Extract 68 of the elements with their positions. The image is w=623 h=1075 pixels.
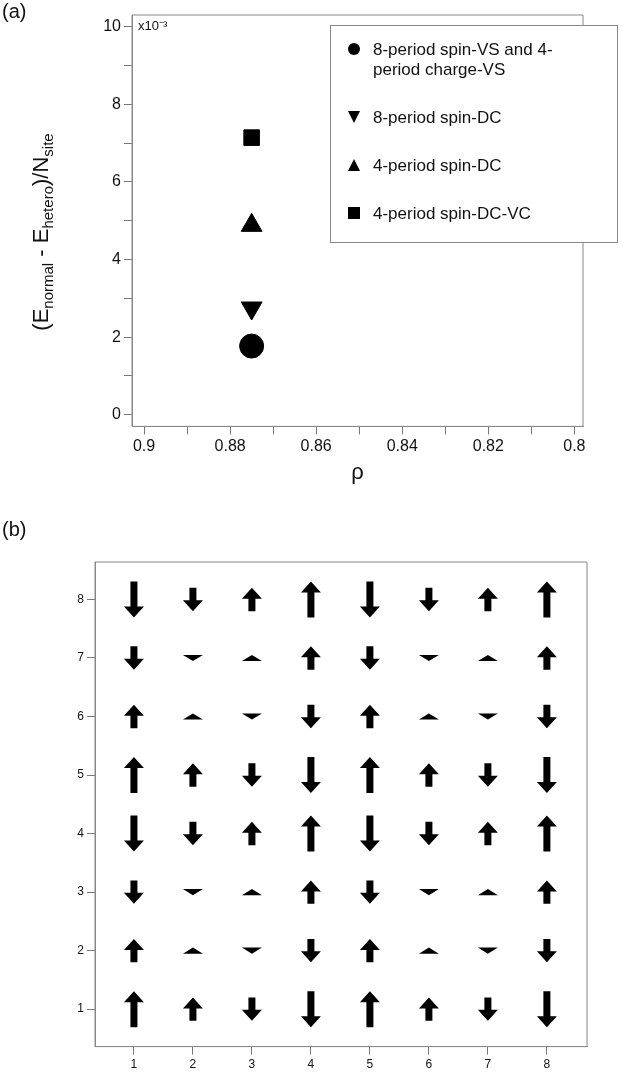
y-tick-label: 8 — [112, 94, 122, 112]
x-tick-label: 3 — [248, 1057, 256, 1072]
x-tick-label: 0.88 — [214, 437, 246, 455]
y-tick-label: 3 — [77, 884, 85, 899]
x-tick-label: 7 — [484, 1057, 492, 1072]
y-tick-label: 7 — [77, 650, 85, 665]
point — [300, 646, 321, 670]
x-axis-title: ρ — [351, 458, 364, 484]
y-tick-label: 2 — [112, 327, 122, 345]
point — [536, 646, 557, 670]
point — [182, 997, 203, 1021]
y-tick-label: 6 — [77, 708, 85, 723]
point — [182, 587, 203, 612]
point — [123, 646, 144, 670]
point — [418, 587, 439, 612]
point — [241, 587, 262, 612]
point — [123, 880, 144, 904]
point — [241, 763, 262, 787]
y-tick-label: 6 — [112, 172, 122, 190]
y-tick-label: 0 — [112, 405, 122, 423]
x-tick-label: 4 — [307, 1057, 315, 1072]
point — [477, 997, 498, 1021]
y-tick-label: 2 — [77, 942, 85, 957]
x-tick-label: 0.84 — [386, 437, 418, 455]
point — [359, 646, 380, 670]
x-tick-label: 8 — [543, 1057, 551, 1072]
point — [123, 704, 144, 729]
legend-label: 4-period spin-DC — [373, 156, 502, 176]
point — [359, 938, 380, 963]
y-tick-label: 4 — [112, 249, 122, 267]
point — [182, 763, 203, 787]
point — [241, 821, 262, 846]
x-tick-label: 0.82 — [472, 437, 504, 455]
point — [359, 880, 380, 904]
legend-label: 8-period spin-VS and 4-period charge-VS — [373, 40, 554, 80]
point — [182, 821, 203, 846]
x-tick-label: 6 — [425, 1057, 433, 1072]
y-tick-label: 10 — [103, 17, 122, 35]
x-tick-label: 0.8 — [563, 437, 586, 455]
annotation: x10⁻³ — [138, 18, 168, 34]
point — [359, 704, 380, 729]
x-tick-label: 0.86 — [300, 437, 332, 455]
point — [300, 704, 321, 729]
point — [123, 938, 144, 963]
x-tick-label: 5 — [366, 1057, 374, 1072]
y-tick-label: 4 — [77, 825, 85, 840]
point — [300, 938, 321, 963]
point — [241, 997, 262, 1021]
point — [536, 880, 557, 904]
point — [477, 587, 498, 612]
chart-title: (a) — [2, 0, 27, 23]
point — [418, 821, 439, 846]
chart-title: (b) — [2, 518, 27, 541]
point — [300, 880, 321, 904]
point — [418, 997, 439, 1021]
legend-label: 8-period spin-DC — [373, 108, 502, 128]
x-tick-label: 2 — [189, 1057, 197, 1072]
y-tick-label: 8 — [77, 591, 85, 606]
y-tick-label: 5 — [77, 767, 85, 782]
point — [418, 763, 439, 787]
x-tick-label: 1 — [130, 1057, 138, 1072]
y-tick-label: 1 — [77, 1001, 85, 1016]
point — [477, 821, 498, 846]
x-tick-label: 0.9 — [132, 437, 156, 455]
point — [477, 763, 498, 787]
point — [536, 704, 557, 729]
legend-label: 4-period spin-DC-VC — [373, 204, 531, 224]
point — [536, 938, 557, 963]
